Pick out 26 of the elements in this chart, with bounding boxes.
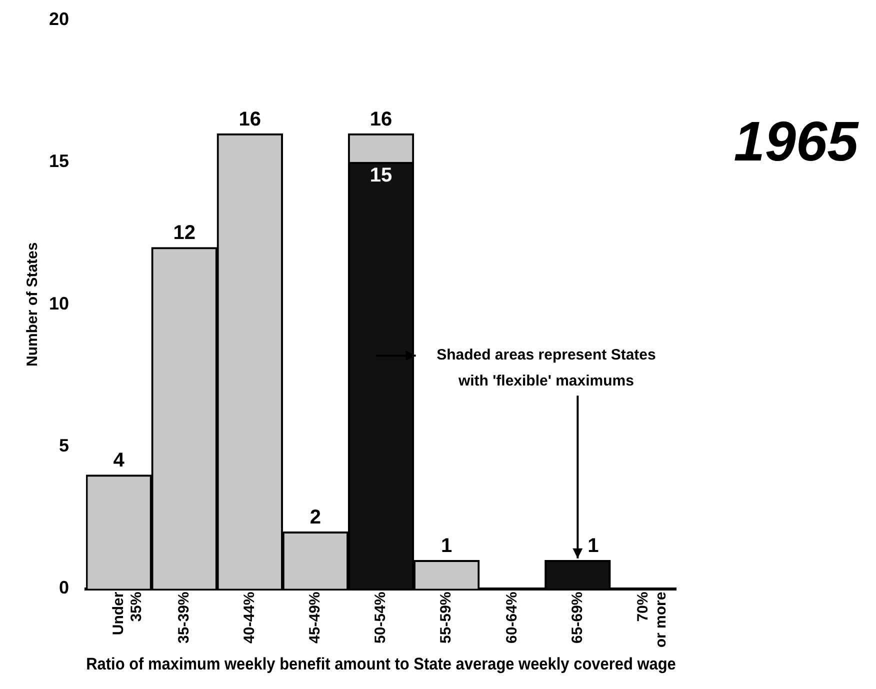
x-axis-title: Ratio of maximum weekly benefit amount to State average weekly covered wage xyxy=(86,654,676,674)
data-label: 15 xyxy=(370,164,392,187)
y-tick-label: 0 xyxy=(59,578,70,598)
x-tick-label: 40-44% xyxy=(241,592,258,644)
x-tick-label: 50-54% xyxy=(372,592,390,644)
y-tick-label: 20 xyxy=(48,8,70,29)
data-label: 1 xyxy=(441,534,452,557)
annotation: Shaded areas represent States with 'flexible' maximums xyxy=(436,346,656,390)
data-label: 4 xyxy=(113,450,126,472)
x-tick-label: 65-69% xyxy=(568,592,586,644)
text: 1965 xyxy=(734,110,860,173)
y-tick-label: 15 xyxy=(48,151,70,172)
x-tick-label: 35-39% xyxy=(175,592,192,644)
x-tick-label: 55-59% xyxy=(438,592,455,644)
y-tick-label: 10 xyxy=(48,293,70,314)
y-tick-label: 5 xyxy=(59,436,70,456)
y-axis-title: Number of States xyxy=(24,242,42,366)
total-label: 16 xyxy=(370,108,392,130)
x-tick-label: 70% or more xyxy=(634,592,670,648)
x-tick-label: 60-64% xyxy=(503,592,520,644)
x-tick-label: 45-49% xyxy=(306,592,324,644)
data-label: 1 xyxy=(588,534,599,557)
x-tick-label: Under 35% xyxy=(110,592,145,636)
data-label: 12 xyxy=(173,222,196,244)
data-label: 2 xyxy=(310,506,322,528)
data-label: 16 xyxy=(238,108,262,130)
